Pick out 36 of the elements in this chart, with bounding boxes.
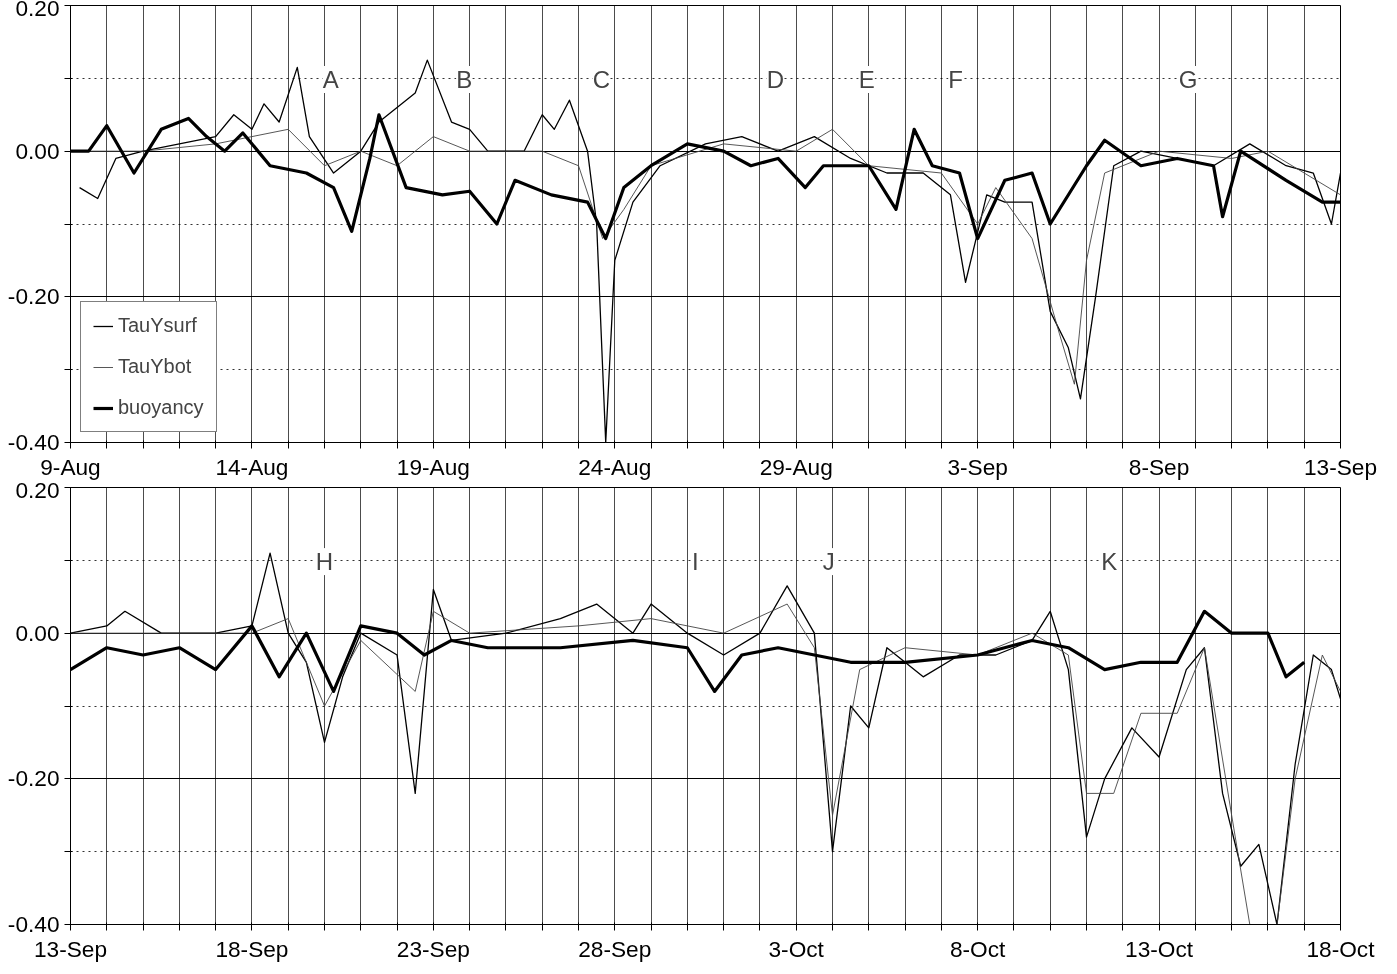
annotation: I: [692, 548, 699, 576]
legend-label: TauYsurf: [118, 314, 197, 337]
x-tick-label: 8-Sep: [1128, 453, 1190, 480]
x-tick-label: 14-Aug: [215, 453, 289, 480]
annotation: A: [322, 66, 339, 94]
annotation: J: [822, 548, 835, 576]
y-tick-label: 0.00: [15, 137, 60, 164]
x-tick-label: 28-Sep: [578, 935, 652, 962]
annotation: G: [1178, 66, 1198, 94]
annotation: K: [1101, 548, 1118, 576]
x-tick-label: 24-Aug: [578, 453, 652, 480]
x-tick-label: 8-Oct: [949, 935, 1007, 962]
annotation: C: [592, 66, 611, 94]
y-tick-label: 0.20: [15, 0, 60, 21]
y-tick-label: -0.20: [7, 283, 60, 310]
y-tick-label: -0.20: [7, 765, 60, 792]
annotation: F: [948, 66, 964, 94]
y-tick-label: -0.40: [7, 429, 60, 455]
legend-label: TauYbot: [118, 355, 192, 378]
annotation: H: [315, 548, 334, 576]
x-tick-label: 29-Aug: [759, 453, 833, 480]
y-tick-label: -0.40: [7, 911, 60, 937]
annotation: E: [858, 66, 875, 94]
x-tick-label: 18-Oct: [1306, 935, 1376, 962]
legend-label: buoyancy: [118, 396, 204, 419]
x-tick-label: 3-Oct: [768, 935, 825, 962]
annotation: B: [456, 66, 473, 94]
annotation: D: [766, 66, 785, 94]
x-tick-label: 18-Sep: [215, 935, 289, 962]
x-tick-label: 13-Sep: [1303, 453, 1378, 480]
x-tick-label: 13-Sep: [33, 935, 108, 962]
y-tick-label: 0.00: [15, 619, 60, 646]
x-tick-label: 13-Oct: [1125, 935, 1194, 962]
x-tick-label: 23-Sep: [396, 935, 470, 962]
x-tick-label: 3-Sep: [947, 453, 1008, 480]
x-tick-label: 19-Aug: [396, 453, 470, 480]
